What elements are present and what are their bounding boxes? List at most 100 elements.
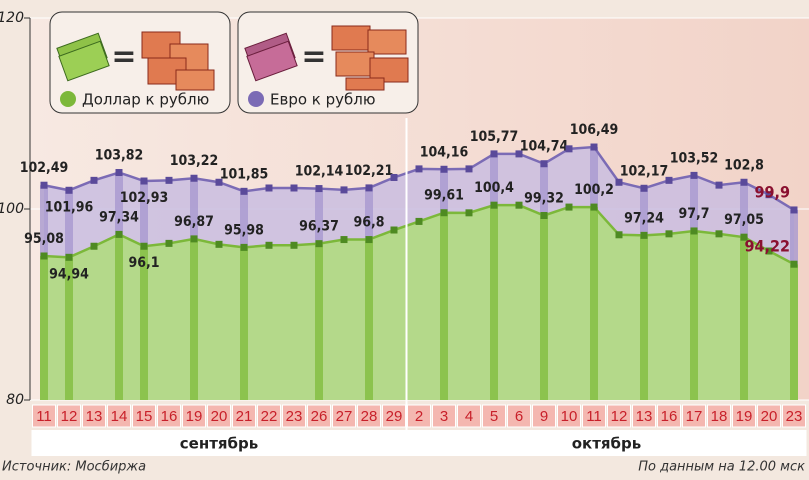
note: По данным на 12.00 мск [638, 460, 805, 475]
marker [641, 185, 648, 192]
value-label: 96,87 [174, 214, 214, 230]
value-label: 95,98 [224, 222, 264, 238]
marker [266, 242, 273, 249]
marker [441, 166, 448, 173]
value-label: 97,05 [724, 212, 764, 228]
x-tick-label: 22 [261, 408, 278, 425]
marker [41, 182, 48, 189]
marker [141, 178, 148, 185]
value-label: 104,74 [520, 139, 569, 155]
svg-text:=: = [111, 40, 136, 75]
value-label: 97,7 [678, 206, 709, 222]
y-tick-label: 100 [0, 201, 24, 217]
chart: 8010012095,0894,9497,3496,196,8795,9896,… [0, 0, 809, 480]
marker [91, 243, 98, 250]
dollar-column [240, 247, 248, 400]
marker [341, 236, 348, 243]
marker [491, 150, 498, 157]
dollar-column [540, 215, 548, 400]
marker [216, 241, 223, 248]
marker [491, 202, 498, 209]
marker [291, 184, 298, 191]
marker [241, 188, 248, 195]
x-tick-label: 16 [161, 408, 178, 425]
x-tick-label: 21 [236, 408, 253, 425]
marker [691, 227, 698, 234]
value-label: 99,32 [524, 190, 564, 206]
x-tick-label: 15 [136, 408, 153, 425]
marker [566, 145, 573, 152]
marker [616, 231, 623, 238]
value-label: 102,21 [345, 163, 394, 179]
dollar-column [590, 207, 598, 400]
marker [716, 182, 723, 189]
value-label: 101,96 [45, 199, 94, 215]
value-label: 99,61 [424, 188, 464, 204]
marker [591, 144, 598, 151]
marker [191, 235, 198, 242]
value-label: 102,17 [620, 163, 669, 179]
euro-column [240, 191, 248, 247]
marker [266, 184, 273, 191]
marker [191, 175, 198, 182]
source: Источник: Мосбиржа [2, 460, 146, 475]
x-tick-label: 14 [111, 408, 128, 425]
dollar-column [790, 264, 798, 400]
value-label: 96,8 [353, 215, 384, 231]
marker [666, 230, 673, 237]
value-label: 103,82 [95, 148, 144, 164]
dollar-column [190, 239, 198, 400]
marker [366, 184, 373, 191]
marker [116, 169, 123, 176]
marker [416, 165, 423, 172]
legend-swatch [60, 91, 76, 107]
dollar-column [690, 231, 698, 400]
dollar-column [115, 234, 123, 400]
marker [316, 240, 323, 247]
x-tick-label: 12 [61, 408, 78, 425]
month-label: сентябрь [180, 435, 258, 453]
x-tick-label: 28 [361, 408, 378, 425]
x-tick-label: 10 [561, 408, 578, 425]
x-tick-label: 11 [36, 408, 52, 425]
value-label: 96,37 [299, 219, 339, 235]
marker [691, 172, 698, 179]
value-label: 97,24 [624, 210, 664, 226]
euro-column [740, 182, 748, 237]
value-label: 106,49 [570, 122, 619, 138]
value-label: 100,4 [474, 180, 514, 196]
x-tick-label: 11 [586, 408, 602, 425]
y-tick-label: 80 [6, 392, 24, 408]
marker [666, 177, 673, 184]
marker [641, 232, 648, 239]
x-tick-label: 4 [465, 408, 473, 425]
marker [541, 212, 548, 219]
marker [41, 252, 48, 259]
marker [591, 204, 598, 211]
dollar-column [640, 235, 648, 400]
value-label: 102,49 [20, 160, 69, 176]
marker [391, 227, 398, 234]
x-tick-label: 20 [761, 408, 778, 425]
marker [116, 231, 123, 238]
x-tick-label: 19 [736, 408, 753, 425]
marker [716, 230, 723, 237]
marker [566, 204, 573, 211]
marker [316, 185, 323, 192]
value-label: 104,16 [420, 144, 469, 160]
marker [391, 174, 398, 181]
value-label: 94,94 [49, 266, 89, 282]
dollar-column [490, 205, 498, 400]
value-label: 95,08 [24, 231, 64, 247]
value-label: 101,85 [220, 166, 269, 182]
value-label: 97,34 [99, 209, 139, 225]
x-tick-label: 9 [540, 408, 548, 425]
marker [91, 177, 98, 184]
x-tick-label: 3 [440, 408, 448, 425]
x-tick-label: 27 [336, 408, 353, 425]
legend-label: Доллар к рублю [82, 91, 209, 109]
x-tick-label: 5 [490, 408, 498, 425]
dollar-column [315, 244, 323, 400]
marker [141, 243, 148, 250]
x-tick-label: 20 [211, 408, 228, 425]
